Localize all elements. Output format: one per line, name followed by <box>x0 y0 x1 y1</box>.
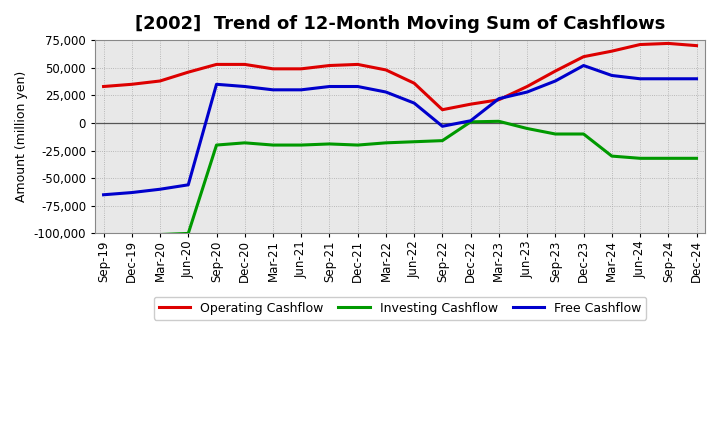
Investing Cashflow <box>297 143 305 148</box>
Free Cashflow <box>410 100 418 106</box>
Free Cashflow <box>184 182 192 187</box>
Free Cashflow <box>551 78 559 84</box>
Investing Cashflow <box>438 138 446 143</box>
Free Cashflow <box>664 76 672 81</box>
Free Cashflow <box>580 63 588 68</box>
Title: [2002]  Trend of 12-Month Moving Sum of Cashflows: [2002] Trend of 12-Month Moving Sum of C… <box>135 15 665 33</box>
Operating Cashflow <box>608 48 616 54</box>
Free Cashflow <box>212 82 221 87</box>
Free Cashflow <box>608 73 616 78</box>
Operating Cashflow <box>438 107 446 112</box>
Operating Cashflow <box>636 42 644 47</box>
Free Cashflow <box>99 192 108 198</box>
Operating Cashflow <box>523 84 531 89</box>
Operating Cashflow <box>354 62 362 67</box>
Investing Cashflow <box>127 232 136 237</box>
Operating Cashflow <box>467 102 475 107</box>
Free Cashflow <box>354 84 362 89</box>
Free Cashflow <box>692 76 701 81</box>
Operating Cashflow <box>212 62 221 67</box>
Investing Cashflow <box>212 143 221 148</box>
Line: Operating Cashflow: Operating Cashflow <box>104 44 696 110</box>
Free Cashflow <box>636 76 644 81</box>
Free Cashflow <box>523 89 531 95</box>
Investing Cashflow <box>580 132 588 137</box>
Operating Cashflow <box>240 62 249 67</box>
Operating Cashflow <box>664 41 672 46</box>
Free Cashflow <box>127 190 136 195</box>
Investing Cashflow <box>410 139 418 144</box>
Investing Cashflow <box>692 156 701 161</box>
Investing Cashflow <box>495 119 503 124</box>
Investing Cashflow <box>354 143 362 148</box>
Investing Cashflow <box>269 143 277 148</box>
Y-axis label: Amount (million yen): Amount (million yen) <box>15 71 28 202</box>
Free Cashflow <box>495 96 503 101</box>
Line: Investing Cashflow: Investing Cashflow <box>104 121 696 235</box>
Line: Free Cashflow: Free Cashflow <box>104 66 696 195</box>
Free Cashflow <box>269 87 277 92</box>
Operating Cashflow <box>127 82 136 87</box>
Investing Cashflow <box>608 154 616 159</box>
Free Cashflow <box>240 84 249 89</box>
Operating Cashflow <box>495 97 503 103</box>
Investing Cashflow <box>664 156 672 161</box>
Operating Cashflow <box>410 81 418 86</box>
Operating Cashflow <box>297 66 305 71</box>
Operating Cashflow <box>269 66 277 71</box>
Investing Cashflow <box>551 132 559 137</box>
Operating Cashflow <box>692 43 701 48</box>
Operating Cashflow <box>551 68 559 73</box>
Free Cashflow <box>382 89 390 95</box>
Operating Cashflow <box>580 54 588 59</box>
Operating Cashflow <box>325 63 334 68</box>
Free Cashflow <box>467 118 475 123</box>
Investing Cashflow <box>184 231 192 236</box>
Investing Cashflow <box>523 126 531 131</box>
Investing Cashflow <box>636 156 644 161</box>
Free Cashflow <box>438 124 446 129</box>
Investing Cashflow <box>99 232 108 237</box>
Free Cashflow <box>325 84 334 89</box>
Operating Cashflow <box>156 78 164 84</box>
Legend: Operating Cashflow, Investing Cashflow, Free Cashflow: Operating Cashflow, Investing Cashflow, … <box>154 297 647 320</box>
Operating Cashflow <box>382 67 390 73</box>
Investing Cashflow <box>325 141 334 147</box>
Operating Cashflow <box>99 84 108 89</box>
Investing Cashflow <box>156 232 164 237</box>
Investing Cashflow <box>382 140 390 146</box>
Free Cashflow <box>156 187 164 192</box>
Free Cashflow <box>297 87 305 92</box>
Investing Cashflow <box>240 140 249 146</box>
Investing Cashflow <box>467 119 475 125</box>
Operating Cashflow <box>184 70 192 75</box>
